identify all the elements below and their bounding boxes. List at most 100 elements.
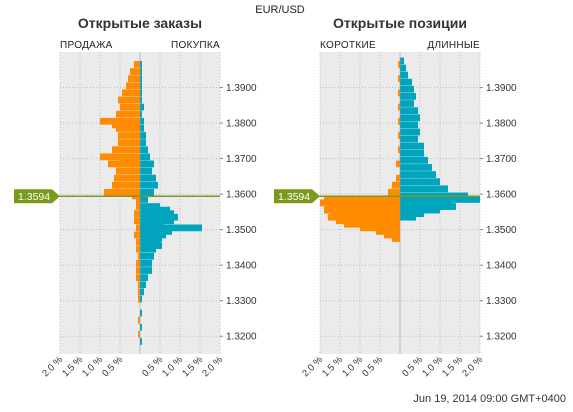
bar-left xyxy=(138,316,140,324)
right-side-label: ДЛИННЫЕ xyxy=(427,40,480,51)
bar-left xyxy=(328,213,400,221)
bar-right xyxy=(140,213,178,221)
current-price-marker xyxy=(14,189,60,204)
x-tick-label: 2.0 % xyxy=(460,354,485,379)
bar-right xyxy=(400,100,414,107)
bar-right xyxy=(140,274,148,281)
y-tick-label: 1.3300 xyxy=(226,296,257,307)
bar-right xyxy=(140,203,160,210)
y-tick-label: 1.3600 xyxy=(226,190,257,201)
bar-left xyxy=(136,224,140,232)
y-tick-label: 1.3500 xyxy=(486,225,517,236)
bar-left xyxy=(398,132,400,139)
bar-right xyxy=(140,132,146,139)
bar-left xyxy=(376,228,400,235)
bar-right xyxy=(140,217,174,225)
bar-left xyxy=(108,160,140,168)
bar-left xyxy=(134,217,140,225)
bar-left xyxy=(134,210,140,218)
bar-right xyxy=(140,220,164,228)
timestamp: Jun 19, 2014 09:00 GMT+0400 xyxy=(413,393,566,405)
x-tick-label: 1.5 % xyxy=(440,354,465,379)
bar-right xyxy=(140,338,142,345)
bar-right xyxy=(140,96,142,104)
x-tick-label: 0.5 % xyxy=(140,354,165,379)
bar-left xyxy=(136,196,140,203)
bar-right xyxy=(400,114,420,122)
bar-right xyxy=(400,128,420,136)
bar-right xyxy=(140,174,156,182)
bar-left xyxy=(134,61,140,68)
y-tick-label: 1.3900 xyxy=(226,83,257,94)
bar-left xyxy=(384,231,400,239)
bar-right xyxy=(140,167,152,175)
current-price-label: 1.3594 xyxy=(18,191,50,203)
bar-right xyxy=(140,252,154,260)
bar-right xyxy=(400,178,440,186)
y-tick-label: 1.3700 xyxy=(226,154,257,165)
bar-left xyxy=(112,146,140,154)
positions-panel: Открытые позиции КОРОТКИЕ ДЛИННЫЕ 1.3900 1.3… xyxy=(274,15,517,379)
bar-left xyxy=(112,121,140,129)
bar-right xyxy=(140,281,146,289)
bar-left xyxy=(136,203,140,210)
bar-left xyxy=(116,110,140,118)
bar-left xyxy=(136,260,140,267)
bar-left xyxy=(120,103,140,111)
bar-right xyxy=(400,71,408,79)
bar-right xyxy=(140,210,174,218)
x-tick-label: 1.5 % xyxy=(180,354,205,379)
bar-left xyxy=(114,174,140,182)
bar-left xyxy=(138,295,140,303)
bar-right xyxy=(140,242,162,250)
bar-left xyxy=(392,181,400,189)
bar-left xyxy=(126,82,140,90)
y-tick-label: 1.3800 xyxy=(486,119,517,130)
bar-left xyxy=(388,188,400,196)
x-tick-label: 0.5 % xyxy=(100,354,125,379)
chart-title: EUR/USD xyxy=(255,4,305,16)
y-tick-label: 1.3700 xyxy=(486,154,517,165)
bar-right xyxy=(140,323,142,331)
x-tick-label: 1.0 % xyxy=(420,354,445,379)
bar-right xyxy=(140,288,144,296)
bar-right xyxy=(400,107,418,114)
bar-left xyxy=(116,125,140,132)
bar-left xyxy=(118,139,140,146)
bar-left xyxy=(398,103,400,111)
bar-right xyxy=(400,121,418,129)
bar-right xyxy=(400,149,424,157)
bar-left xyxy=(324,196,400,203)
bar-right xyxy=(140,125,144,132)
panel-title: Открытые заказы xyxy=(78,15,202,31)
bar-left xyxy=(398,117,400,125)
bar-left xyxy=(112,181,140,189)
bar-right xyxy=(140,235,162,242)
bar-right xyxy=(140,103,144,111)
bar-right xyxy=(140,224,202,232)
bar-right xyxy=(400,199,452,207)
bar-left xyxy=(320,199,400,207)
bar-right xyxy=(140,117,144,125)
bar-left xyxy=(360,224,400,232)
y-tick-label: 1.3400 xyxy=(226,261,257,272)
bar-right xyxy=(140,309,142,317)
bar-right xyxy=(140,110,142,118)
bar-right xyxy=(140,260,152,267)
bar-right xyxy=(140,245,156,253)
bar-left xyxy=(396,160,400,168)
bar-right xyxy=(140,228,172,235)
bar-left xyxy=(100,117,140,125)
bar-right xyxy=(400,185,448,193)
bar-left xyxy=(130,68,140,75)
bar-right xyxy=(140,89,142,97)
bar-right xyxy=(140,188,154,196)
bar-right xyxy=(140,68,142,75)
bar-left xyxy=(128,75,140,83)
left-side-label: КОРОТКИЕ xyxy=(320,40,376,51)
bar-left xyxy=(398,89,400,97)
bar-left xyxy=(138,252,140,260)
x-tick-label: 0.5 % xyxy=(360,354,385,379)
bar-right xyxy=(140,153,150,161)
bar-right xyxy=(140,82,142,90)
